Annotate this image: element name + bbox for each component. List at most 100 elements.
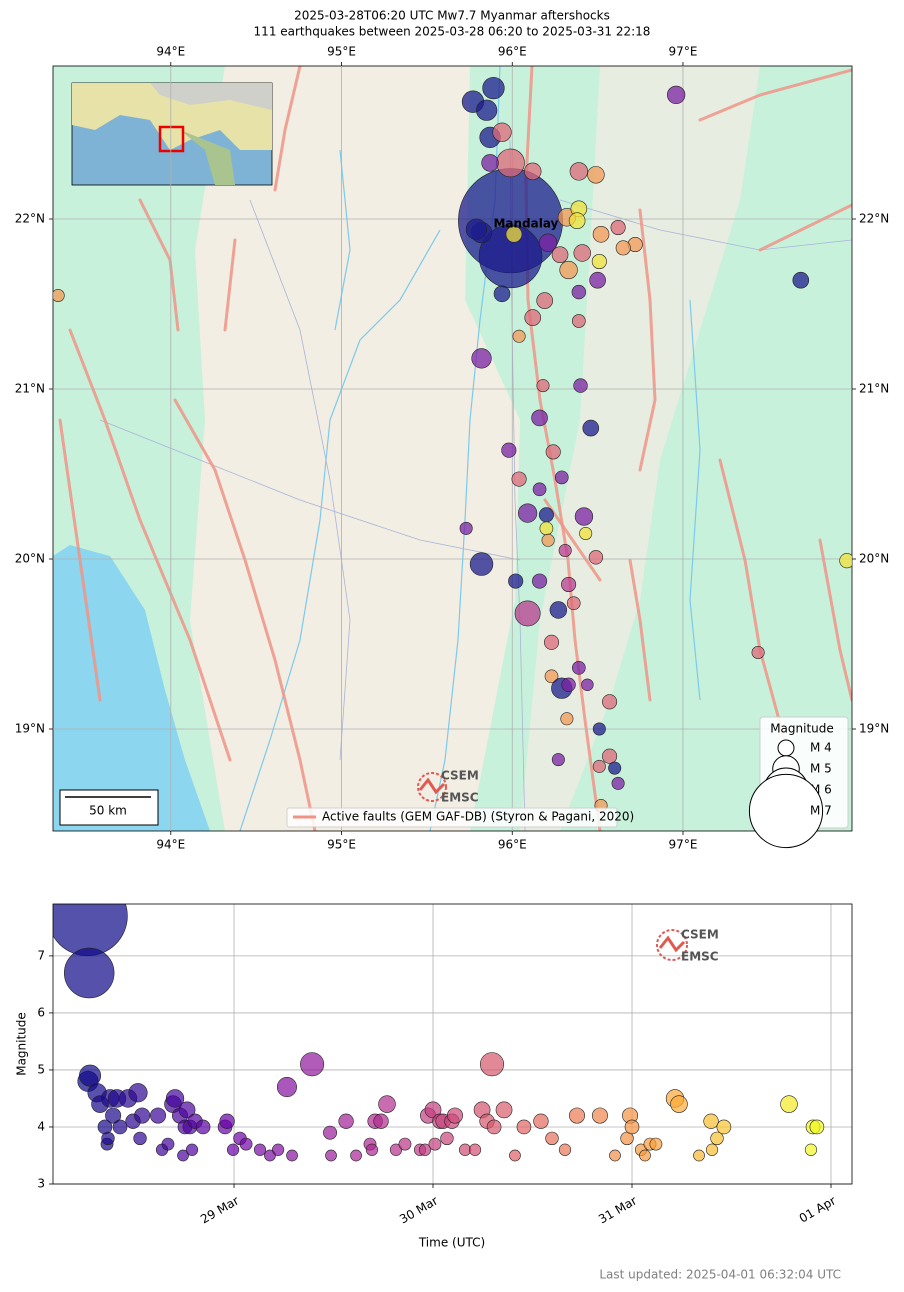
earthquake-point — [53, 904, 128, 957]
legend-label: M 7 — [810, 804, 832, 818]
earthquake-point — [134, 1107, 151, 1124]
time-markers — [53, 904, 825, 1162]
earthquake-point — [670, 1095, 688, 1113]
y-tick-label: 4 — [37, 1119, 45, 1133]
earthquake-point — [809, 1119, 825, 1135]
earthquake-marker — [569, 162, 588, 181]
earthquake-point — [703, 1113, 719, 1129]
earthquake-point — [276, 1077, 297, 1098]
x-tick-label: 01 Apr — [797, 1193, 839, 1225]
earthquake-marker — [501, 442, 517, 458]
earthquake-marker — [512, 329, 526, 343]
earthquake-marker — [481, 154, 499, 172]
logo-text: CSEM — [681, 928, 719, 942]
x-tick-label: 96°E — [498, 45, 527, 59]
earthquake-point — [533, 1113, 549, 1129]
size-legend: Magnitude M 4M 5M 6M 7 — [748, 716, 849, 849]
earthquake-point — [591, 1107, 608, 1124]
earthquake-marker — [524, 309, 542, 326]
earthquake-marker — [592, 722, 606, 736]
y-tick-label: 21°N — [15, 382, 45, 396]
earthquake-marker — [482, 76, 505, 100]
earthquake-point — [693, 1149, 705, 1162]
earthquake-point — [516, 1119, 532, 1135]
earthquake-marker — [536, 379, 550, 393]
logo-text: CSEM — [441, 769, 479, 783]
legend-marker — [748, 773, 824, 849]
earthquake-marker — [551, 753, 565, 767]
earthquake-marker — [558, 543, 572, 558]
earthquake-marker — [572, 314, 586, 328]
earthquake-point — [373, 1113, 389, 1129]
x-tick-label: 31 Mar — [596, 1193, 639, 1226]
earthquake-point — [624, 1119, 640, 1135]
x-tick-label: 94°E — [156, 45, 185, 59]
basemap — [53, 66, 852, 831]
earthquake-point — [710, 1131, 724, 1146]
earthquake-marker — [53, 288, 65, 303]
earthquake-marker — [532, 482, 547, 497]
earthquake-marker — [545, 444, 561, 460]
earthquake-point — [226, 1143, 240, 1156]
earthquake-point — [286, 1149, 298, 1162]
earthquake-marker — [574, 507, 594, 526]
logo-text: EMSC — [441, 791, 479, 805]
earthquake-marker — [551, 246, 569, 263]
y-tick-label: 20°N — [15, 552, 45, 566]
y-tick-label: 3 — [37, 1177, 45, 1191]
earthquake-marker — [538, 233, 558, 252]
earthquake-point — [495, 1101, 513, 1119]
earthquake-marker — [511, 471, 527, 487]
earthquake-point — [389, 1143, 403, 1156]
earthquake-point — [219, 1113, 235, 1129]
fault-legend: Active faults (GEM GAF-DB) (Styron & Pag… — [286, 807, 634, 828]
earthquake-marker — [559, 260, 578, 280]
legend-marker — [777, 739, 795, 757]
earthquake-marker — [544, 669, 559, 684]
earthquake-marker — [536, 292, 553, 309]
logo: CSEM EMSC — [417, 769, 479, 805]
earthquake-point — [101, 1131, 115, 1146]
earthquake-marker — [541, 533, 555, 547]
earthquake-point — [716, 1119, 732, 1135]
earthquake-marker — [549, 601, 568, 619]
earthquake-marker — [465, 218, 488, 240]
earthquake-marker — [568, 212, 586, 229]
earthquake-marker — [496, 148, 525, 178]
x-tick-label: 95°E — [327, 45, 356, 59]
y-tick-label: 6 — [37, 1005, 45, 1019]
earthquake-marker — [608, 761, 622, 775]
earthquake-point — [424, 1101, 442, 1119]
earthquake-marker — [571, 284, 587, 300]
earthquake-marker — [666, 85, 686, 105]
earthquake-marker — [514, 600, 541, 627]
y-tick-label: 22°N — [859, 212, 889, 226]
earthquake-marker — [582, 419, 600, 437]
earthquake-marker — [508, 573, 524, 589]
earthquake-point — [479, 1052, 505, 1077]
earthquake-marker — [839, 553, 852, 569]
x-axis-label: Time (UTC) — [418, 1236, 485, 1250]
earthquake-point — [272, 1143, 285, 1156]
logo: CSEM EMSC — [656, 928, 719, 964]
earthquake-point — [239, 1137, 253, 1151]
earthquake-marker — [579, 526, 593, 541]
earthquake-point — [639, 1149, 651, 1162]
earthquake-point — [177, 1149, 189, 1162]
earthquake-marker — [602, 694, 618, 710]
earthquake-point — [569, 1107, 585, 1124]
earthquake-marker — [588, 550, 604, 565]
x-tick-label: 94°E — [156, 838, 185, 852]
earthquake-marker — [471, 348, 492, 369]
earthquake-marker — [543, 634, 560, 650]
earthquake-marker — [591, 253, 607, 270]
earthquake-point — [446, 1107, 463, 1124]
earthquake-marker — [478, 224, 543, 289]
fault-legend-label: Active faults (GEM GAF-DB) (Styron & Pag… — [322, 810, 634, 824]
earthquake-marker — [505, 226, 523, 243]
earthquake-marker — [581, 678, 594, 692]
earthquake-point — [64, 947, 115, 999]
earthquake-point — [780, 1095, 798, 1113]
scale-label: 50 km — [89, 804, 127, 818]
